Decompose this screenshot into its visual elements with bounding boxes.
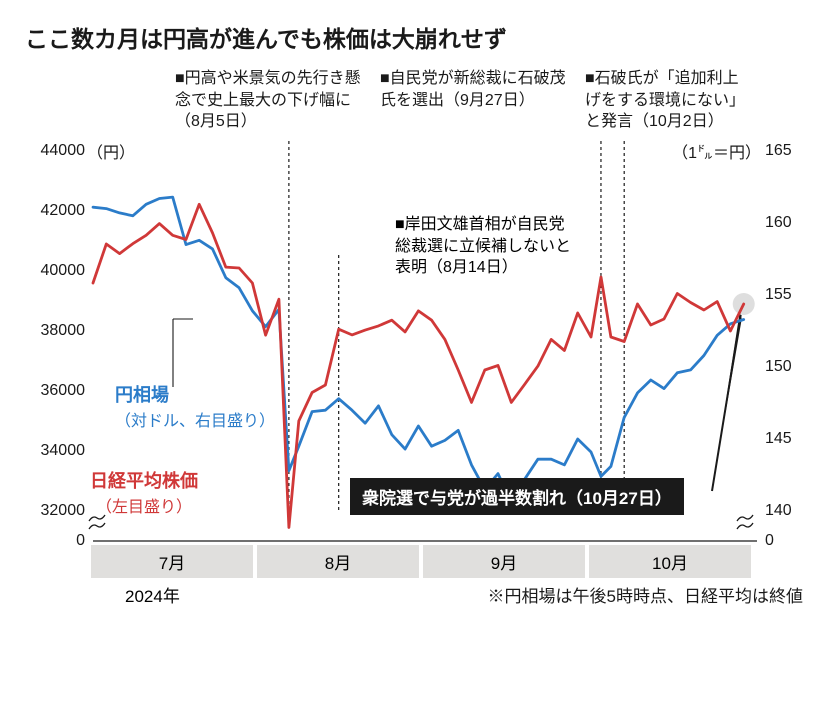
legend-nikkei-sub: （左目盛り） bbox=[96, 499, 192, 516]
month-box: 7月 bbox=[91, 545, 253, 578]
legend-nikkei: 日経平均株価 （左目盛り） bbox=[90, 467, 198, 517]
annotations-top: ■円高や米景気の先行き懸念で史上最大の下げ幅に（8月5日） ■自民党が新総裁に石… bbox=[175, 68, 803, 133]
year-label: 2024年 bbox=[125, 582, 180, 607]
legend-nikkei-title: 日経平均株価 bbox=[90, 471, 198, 491]
month-box: 8月 bbox=[257, 545, 419, 578]
month-axis: 7月8月9月10月 bbox=[91, 545, 751, 578]
month-box: 10月 bbox=[589, 545, 751, 578]
chart-area: （円） （1㌦＝円） 44000420004000038000360003400… bbox=[25, 141, 803, 621]
chart-title: ここ数カ月は円高が進んでも株価は大崩れせず bbox=[25, 20, 803, 54]
legend-yen-sub: （対ドル、右目盛り） bbox=[115, 413, 275, 430]
footnote: ※円相場は午後5時時点、日経平均は終値 bbox=[488, 582, 803, 607]
legend-yen-title: 円相場 bbox=[115, 385, 169, 405]
month-box: 9月 bbox=[423, 545, 585, 578]
legend-yen: 円相場 （対ドル、右目盛り） bbox=[115, 381, 275, 431]
callout-box: 衆院選で与党が過半数割れ（10月27日） bbox=[350, 478, 684, 515]
annotation-3: ■自民党が新総裁に石破茂氏を選出（9月27日） bbox=[380, 68, 575, 133]
annotation-4: ■石破氏が「追加利上げをする環境にない」と発言（10月2日） bbox=[585, 68, 750, 133]
annotation-1: ■円高や米景気の先行き懸念で史上最大の下げ幅に（8月5日） bbox=[175, 68, 370, 133]
